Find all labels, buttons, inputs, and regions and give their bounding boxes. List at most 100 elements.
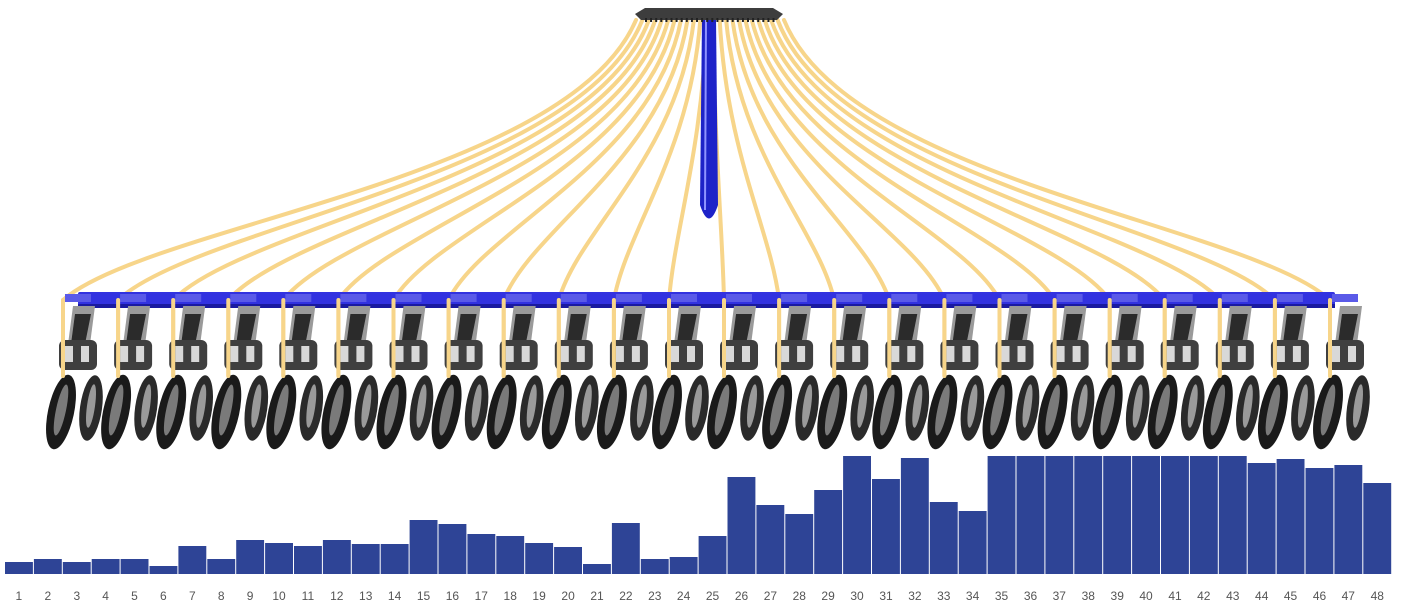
bar-36 (1016, 456, 1045, 574)
hose-4 (226, 18, 658, 378)
frame-clamp (1332, 294, 1358, 302)
coulter-hub (880, 384, 895, 436)
unit-detail (1182, 346, 1191, 362)
bar-39 (1103, 456, 1132, 574)
manifold-outlet (716, 18, 719, 22)
bar-28 (785, 514, 814, 574)
x-tick-label: 30 (850, 589, 864, 603)
coulter-hub (361, 384, 372, 428)
coulter-hub (659, 384, 675, 436)
unit-detail (631, 346, 640, 362)
coulter-hub (1187, 384, 1198, 428)
x-tick-label: 6 (160, 589, 167, 603)
x-tick-label: 34 (966, 589, 980, 603)
x-tick-label: 44 (1255, 589, 1269, 603)
unit-detail (1072, 346, 1081, 362)
coulter-hub (416, 384, 427, 428)
unit-bracket (1062, 314, 1083, 344)
unit-detail (230, 346, 239, 362)
manifold-outlet (747, 18, 749, 22)
x-tick-label: 7 (189, 589, 196, 603)
unit-bracket (126, 314, 147, 344)
x-tick-label: 19 (532, 589, 546, 603)
coulter-hub (581, 384, 592, 428)
hose-8 (446, 18, 683, 378)
coulter-hub (1210, 384, 1226, 436)
unit-detail (81, 346, 89, 362)
seeder-row-unit-icon (1147, 306, 1205, 450)
hose-17 (737, 18, 947, 378)
x-tick-label: 41 (1168, 589, 1182, 603)
unit-detail (301, 346, 310, 362)
hose-22 (769, 18, 1222, 378)
unit-detail (687, 346, 695, 362)
unit-bracket (621, 314, 642, 344)
x-tick-label: 37 (1053, 589, 1067, 603)
coulter-hub (439, 384, 454, 436)
bar-20 (554, 547, 582, 574)
seeder-row-unit-icon (101, 306, 158, 450)
coulter-hub (85, 384, 97, 428)
x-tick-label: 4 (102, 589, 109, 603)
unit-detail (836, 346, 845, 362)
coulter-hub (746, 384, 758, 428)
frame-clamp (891, 294, 918, 302)
frame-clamp (1111, 294, 1138, 302)
coulter-hub (1132, 384, 1143, 428)
coulter-hub (604, 384, 620, 436)
bar-chart: 1 2 3 4 5 6 7 8 9 10 11 12 13 14 15 16 17 18 19 20 21 22 23 24 2… (5, 456, 1392, 603)
coulter-hub (108, 384, 124, 436)
frame-clamp (946, 294, 973, 302)
hose-19 (749, 18, 1057, 378)
seeder-row-unit-icon (596, 306, 654, 450)
coulter-hub (219, 384, 234, 436)
unit-bracket (456, 314, 477, 344)
unit-bracket (787, 314, 808, 344)
manifold-outlet (660, 18, 663, 22)
x-tick-label: 48 (1371, 589, 1385, 603)
unit-detail (946, 346, 955, 362)
unit-bracket (511, 314, 532, 344)
unit-bracket (1007, 314, 1028, 344)
coulter-hub (53, 384, 69, 436)
x-tick-label: 47 (1342, 589, 1356, 603)
coulter-hub (306, 384, 317, 428)
coulter-hub (1155, 384, 1170, 436)
x-tick-label: 13 (359, 589, 373, 603)
x-tick-label: 8 (218, 589, 225, 603)
unit-detail (505, 346, 514, 362)
unit-detail (1111, 346, 1120, 362)
unit-bracket (1227, 314, 1248, 344)
coulter-hub (769, 384, 785, 436)
bar-23 (640, 559, 669, 574)
bar-35 (987, 456, 1016, 574)
unit-bracket (676, 314, 697, 344)
unit-detail (411, 346, 420, 362)
x-tick-label: 32 (908, 589, 922, 603)
unit-detail (1127, 346, 1136, 362)
unit-detail (65, 346, 73, 362)
manifold-outlet (767, 18, 770, 22)
coulter-hub (196, 384, 207, 428)
x-tick-label: 10 (272, 589, 286, 603)
bar-11 (294, 546, 322, 574)
unit-bracket (71, 314, 91, 344)
x-tick-label: 16 (446, 589, 460, 603)
x-tick-label: 29 (821, 589, 835, 603)
unit-detail (1332, 346, 1340, 362)
unit-detail (671, 346, 679, 362)
manifold-outlet (690, 18, 693, 22)
unit-detail (191, 346, 200, 362)
bar-4 (91, 559, 120, 574)
seeder-row-unit-icon (431, 306, 489, 450)
bar-series (5, 456, 1392, 574)
coulter-hub (824, 384, 840, 436)
unit-bracket (236, 314, 257, 344)
manifold-outlet (741, 18, 744, 22)
bar-33 (929, 502, 958, 574)
hose-9 (501, 18, 690, 378)
coulter-hub (251, 384, 262, 428)
manifold-outlet (675, 18, 678, 22)
frame-clamp (120, 294, 147, 302)
